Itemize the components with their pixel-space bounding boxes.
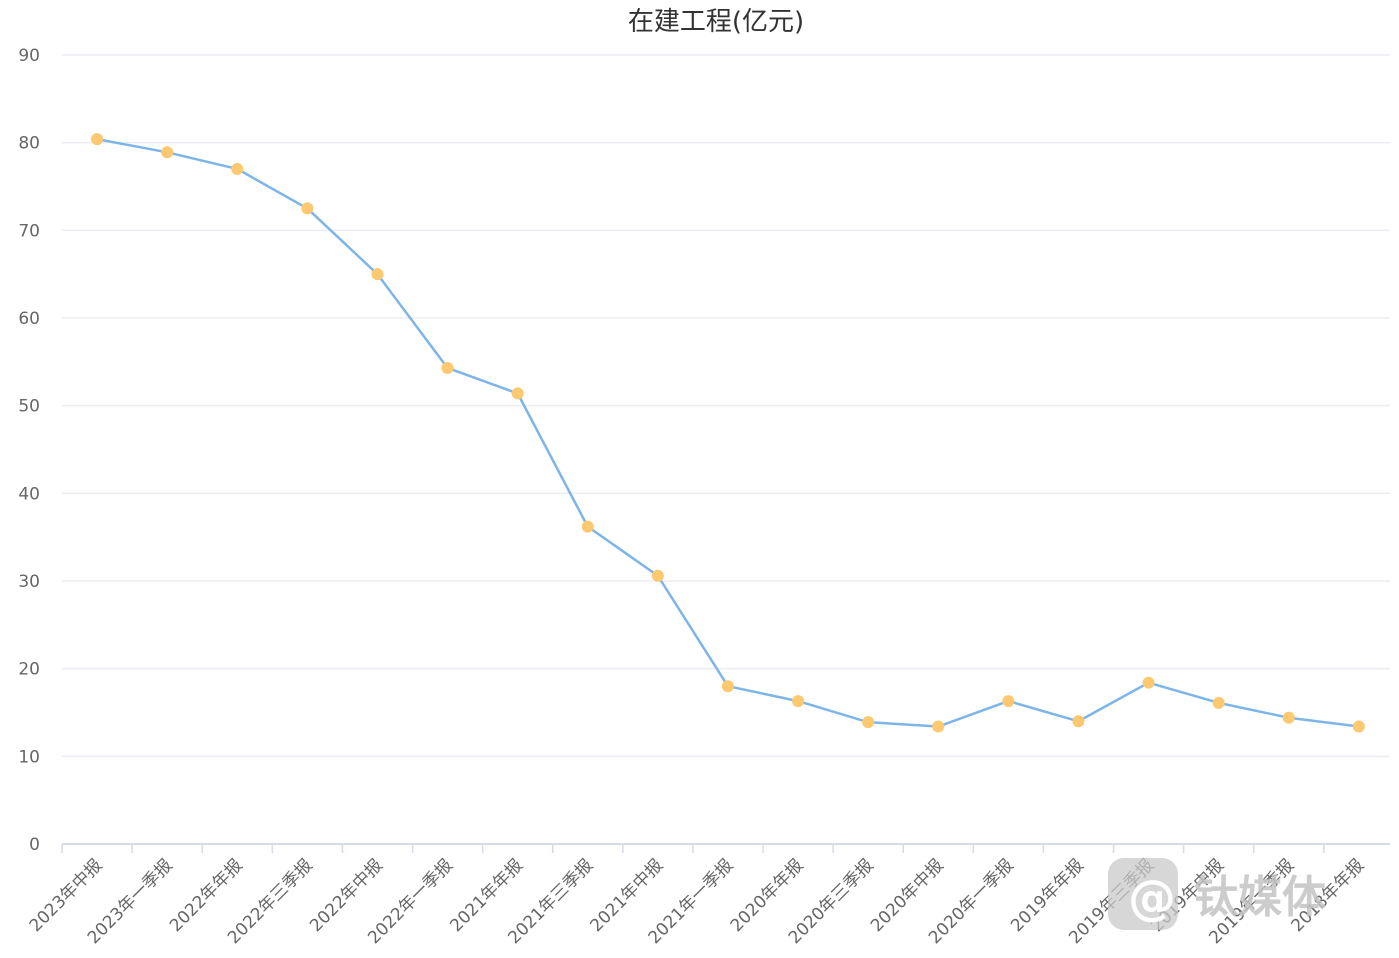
data-point[interactable] [581, 520, 594, 533]
data-point[interactable] [441, 361, 454, 374]
y-tick-label: 90 [18, 46, 40, 66]
data-point[interactable] [1352, 720, 1365, 733]
y-tick-label: 10 [18, 747, 40, 767]
data-point[interactable] [301, 202, 314, 215]
data-point[interactable] [721, 680, 734, 693]
y-tick-label: 40 [18, 484, 40, 504]
data-point[interactable] [651, 569, 664, 582]
watermark-logo-icon [1108, 858, 1178, 930]
y-tick-label: 20 [18, 660, 40, 680]
data-point[interactable] [932, 720, 945, 733]
y-tick-label: 70 [18, 221, 40, 241]
y-axis: 0 10 20 30 40 50 60 70 80 90 [18, 46, 40, 855]
data-point[interactable] [161, 146, 174, 159]
data-point[interactable] [1282, 711, 1295, 724]
data-point[interactable] [1142, 676, 1155, 689]
grid-layer [62, 54, 1390, 758]
data-point[interactable] [862, 716, 875, 729]
chart-title: 在建工程(亿元) [628, 7, 804, 37]
data-point[interactable] [511, 387, 524, 400]
watermark-logo-glyph: @ [1128, 870, 1176, 926]
y-tick-label: 80 [18, 134, 40, 154]
y-tick-label: 60 [18, 309, 40, 329]
data-point[interactable] [1002, 695, 1015, 708]
data-point[interactable] [1072, 715, 1085, 728]
data-point[interactable] [91, 133, 104, 146]
series-line [96, 137, 1359, 728]
data-point[interactable] [1212, 696, 1225, 709]
y-tick-label: 0 [29, 835, 40, 855]
watermark-text: 钛媒体 [1194, 872, 1326, 923]
data-point[interactable] [231, 162, 244, 175]
y-tick-label: 30 [18, 572, 40, 592]
data-point[interactable] [792, 695, 805, 708]
data-point[interactable] [371, 268, 384, 281]
x-axis: 2023年中报2023年一季报2022年年报2022年三季报2022年中报202… [26, 843, 1390, 948]
watermark: @ 钛媒体 [1108, 858, 1326, 930]
series-layer [91, 133, 1365, 733]
y-tick-label: 50 [18, 397, 40, 417]
